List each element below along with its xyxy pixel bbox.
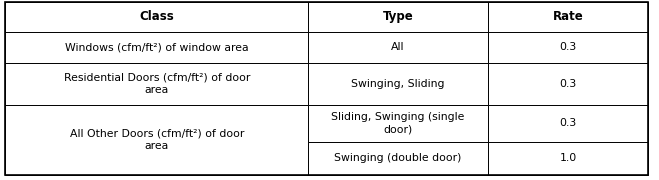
Bar [488, 63, 648, 105]
Text: 0.3: 0.3 [559, 79, 577, 89]
Bar [488, 142, 648, 175]
Bar [5, 105, 308, 175]
Text: 0.3: 0.3 [559, 118, 577, 128]
Bar [308, 32, 488, 63]
Bar [308, 2, 488, 32]
Bar [488, 2, 648, 32]
Bar [308, 105, 488, 142]
Text: Swinging, Sliding: Swinging, Sliding [351, 79, 445, 89]
Bar [5, 32, 308, 63]
Bar [488, 105, 648, 142]
Bar [5, 2, 308, 32]
Bar [488, 32, 648, 63]
Text: Sliding, Swinging (single
door): Sliding, Swinging (single door) [331, 112, 465, 134]
Bar [308, 142, 488, 175]
Bar [5, 63, 308, 105]
Text: Class: Class [140, 10, 174, 23]
Text: All Other Doors (cfm/ft²) of door
area: All Other Doors (cfm/ft²) of door area [70, 128, 244, 151]
Text: Swinging (double door): Swinging (double door) [334, 153, 462, 163]
Text: Windows (cfm/ft²) of window area: Windows (cfm/ft²) of window area [65, 42, 248, 52]
Text: 1.0: 1.0 [559, 153, 577, 163]
Text: Residential Doors (cfm/ft²) of door
area: Residential Doors (cfm/ft²) of door area [64, 73, 250, 95]
Text: 0.3: 0.3 [559, 42, 577, 52]
Bar [308, 63, 488, 105]
Text: All: All [391, 42, 405, 52]
Text: Rate: Rate [553, 10, 583, 23]
Text: Type: Type [383, 10, 413, 23]
